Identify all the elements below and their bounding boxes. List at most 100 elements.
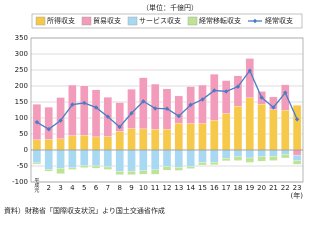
x-tick-label: 8: [117, 184, 121, 192]
legend-label: 貿易収支: [93, 16, 121, 25]
bar-segment: [198, 149, 207, 163]
bar-segment: [127, 128, 136, 151]
bar-segment: [91, 149, 101, 167]
y-tick-label: -50: [17, 162, 28, 170]
line-marker: [176, 113, 182, 119]
bar-segment: [44, 139, 53, 151]
bar-segment: [80, 85, 89, 136]
line-marker: [294, 117, 300, 122]
line-marker: [188, 102, 193, 108]
x-tick-label: 19: [245, 184, 254, 192]
legend-label: サービス収支: [139, 16, 181, 25]
y-tick-label: 300: [15, 50, 28, 58]
chart-subtitle: （単位：千億円）: [142, 3, 198, 12]
bar-segment: [233, 156, 243, 161]
x-tick-label: 14: [186, 184, 195, 192]
bar-segment: [221, 158, 231, 162]
x-tick-label: 21: [269, 184, 278, 192]
bar-segment: [269, 156, 278, 161]
y-tick-label: 350: [15, 34, 28, 42]
line-marker: [82, 100, 87, 106]
bar-segment: [269, 149, 278, 157]
line-marker: [105, 114, 111, 119]
bar-segment: [32, 162, 42, 165]
bar-segment: [80, 165, 89, 168]
bar-segment: [32, 149, 42, 163]
x-tick-label: 22: [281, 184, 290, 192]
bar-segment: [198, 84, 207, 124]
line-marker: [93, 105, 99, 110]
legend-swatch: [35, 16, 46, 26]
line-marker: [283, 90, 288, 95]
bar-segment: [151, 149, 160, 170]
line-marker: [164, 106, 170, 111]
bar-segment: [281, 154, 290, 159]
bar-segment: [292, 154, 302, 162]
y-tick-label: 200: [15, 82, 28, 90]
x-tick-label: 20: [257, 184, 266, 192]
legend-swatch: [187, 16, 198, 26]
bar-segment: [103, 166, 113, 170]
bar-segment: [115, 149, 124, 172]
y-tick-label: 250: [15, 66, 28, 74]
source-note: 資料）財務省「国際収支状況」より国土交通省作成: [4, 206, 165, 215]
line-marker: [212, 88, 217, 93]
bar-segment: [233, 106, 243, 151]
bar-segment: [221, 149, 231, 159]
bar-segment: [44, 149, 53, 170]
bar-segment: [198, 162, 207, 166]
x-tick-label: 12: [163, 184, 172, 192]
y-tick-label: 0: [24, 146, 28, 154]
legend-swatch: [81, 16, 92, 26]
bar-segment: [186, 123, 195, 151]
x-tick-label: 9: [129, 184, 133, 192]
bar-segment: [174, 95, 183, 124]
bar-segment: [221, 80, 231, 114]
line-marker: [129, 111, 134, 116]
legend-label: 経常移転収支: [199, 16, 241, 25]
bar-segment: [210, 162, 219, 165]
bar-segment: [127, 170, 136, 175]
chart: （単位：千億円） 資料）財務省「国際収支状況」より国土交通省作成 -100 -50…: [4, 3, 304, 215]
legend-label: 所得収支: [47, 16, 75, 25]
line-marker: [247, 68, 252, 73]
x-tick-label: 13: [174, 184, 183, 192]
bar-segment: [162, 129, 172, 151]
line-marker: [70, 102, 75, 107]
line-marker: [200, 97, 205, 102]
line-marker: [34, 119, 40, 125]
bar-segment: [269, 109, 278, 151]
line-marker: [152, 106, 158, 111]
bar-segment: [139, 149, 148, 171]
x-tick-label: 3: [58, 184, 62, 192]
line-marker: [46, 127, 51, 132]
bar-segment: [68, 167, 77, 170]
bar-segment: [91, 89, 101, 138]
bar-segment: [281, 110, 290, 151]
bar-segment: [56, 149, 65, 169]
bar-segment: [174, 167, 183, 171]
bar-segment: [257, 156, 266, 162]
bar-segment: [68, 135, 77, 151]
bar-segment: [139, 170, 148, 175]
bar-segment: [245, 97, 254, 151]
x-tick-label: 2: [47, 184, 51, 192]
legend-box: [31, 13, 303, 29]
bar-segment: [127, 89, 136, 129]
bar-segment: [127, 149, 136, 172]
bar-segment: [151, 129, 160, 151]
x-tick-label: 16: [210, 184, 219, 192]
bar-segment: [91, 165, 101, 169]
x-tick-label: 7: [106, 184, 110, 192]
bar-segment: [233, 75, 243, 107]
line-marker: [58, 118, 63, 123]
bar-segment: [80, 149, 89, 166]
y-tick-label: 150: [15, 98, 28, 106]
bar-segment: [245, 149, 254, 159]
legend-label: 経常収支: [265, 16, 293, 25]
line-marker: [235, 84, 241, 89]
bar-segment: [91, 136, 101, 151]
line-marker: [223, 89, 229, 94]
bar-segment: [162, 166, 172, 171]
x-tick-label: 23: [293, 184, 302, 192]
